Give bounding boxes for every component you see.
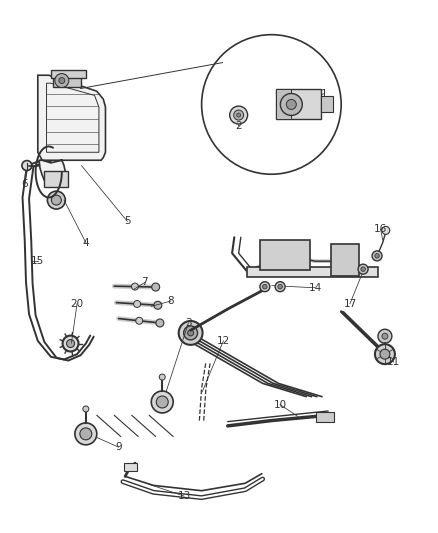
Circle shape	[67, 340, 74, 348]
Circle shape	[55, 74, 69, 87]
Text: 20: 20	[71, 298, 84, 309]
Text: 15: 15	[31, 256, 44, 266]
Circle shape	[179, 321, 203, 345]
Circle shape	[159, 374, 165, 380]
Circle shape	[280, 93, 302, 116]
Circle shape	[286, 100, 297, 109]
Circle shape	[51, 195, 61, 205]
Bar	[53, 74, 81, 87]
Polygon shape	[38, 75, 106, 183]
Circle shape	[187, 330, 194, 336]
Circle shape	[338, 253, 353, 269]
Circle shape	[233, 110, 244, 120]
Circle shape	[230, 106, 247, 124]
Bar	[276, 90, 321, 119]
Text: 11: 11	[387, 357, 400, 367]
Text: 5: 5	[124, 216, 131, 227]
Text: 7: 7	[141, 278, 148, 287]
Circle shape	[59, 77, 65, 84]
Text: 4: 4	[82, 238, 89, 248]
Circle shape	[375, 344, 395, 364]
Text: 2: 2	[235, 120, 242, 131]
Circle shape	[80, 428, 92, 440]
Text: 9: 9	[115, 442, 122, 452]
Circle shape	[361, 267, 365, 271]
Circle shape	[342, 257, 350, 265]
Text: 16: 16	[374, 224, 387, 235]
Circle shape	[382, 333, 388, 339]
Text: 17: 17	[343, 298, 357, 309]
Bar	[44, 171, 68, 187]
Circle shape	[75, 423, 97, 445]
Bar	[51, 70, 86, 78]
Circle shape	[378, 329, 392, 343]
Circle shape	[263, 285, 267, 289]
Circle shape	[358, 264, 368, 274]
Circle shape	[151, 391, 173, 413]
Text: 1: 1	[321, 89, 327, 99]
Circle shape	[156, 396, 168, 408]
Circle shape	[275, 282, 285, 292]
Bar	[316, 413, 334, 422]
Bar	[331, 244, 359, 276]
Circle shape	[277, 251, 287, 261]
Circle shape	[22, 160, 32, 171]
Circle shape	[47, 191, 65, 209]
Bar	[124, 463, 138, 471]
Bar	[276, 90, 291, 119]
Text: 3: 3	[185, 318, 192, 328]
Text: 8: 8	[168, 296, 174, 306]
Circle shape	[83, 406, 89, 412]
Bar	[321, 96, 333, 112]
Circle shape	[154, 301, 162, 309]
Circle shape	[237, 113, 240, 117]
Circle shape	[201, 35, 341, 174]
Circle shape	[136, 317, 143, 324]
Circle shape	[152, 283, 160, 291]
Circle shape	[382, 227, 390, 235]
Text: 10: 10	[274, 400, 287, 410]
Circle shape	[372, 251, 382, 261]
Circle shape	[260, 282, 270, 292]
Text: 12: 12	[217, 336, 230, 346]
Circle shape	[272, 246, 292, 266]
Text: 14: 14	[308, 282, 321, 293]
Circle shape	[278, 285, 283, 289]
Circle shape	[380, 349, 390, 359]
Circle shape	[63, 336, 78, 352]
Circle shape	[375, 254, 379, 258]
Bar	[260, 240, 310, 270]
Circle shape	[156, 319, 164, 327]
Text: 13: 13	[177, 491, 191, 501]
Bar	[247, 267, 378, 277]
Circle shape	[184, 326, 198, 340]
Circle shape	[134, 301, 141, 308]
Text: 6: 6	[21, 179, 28, 189]
Circle shape	[131, 283, 138, 290]
